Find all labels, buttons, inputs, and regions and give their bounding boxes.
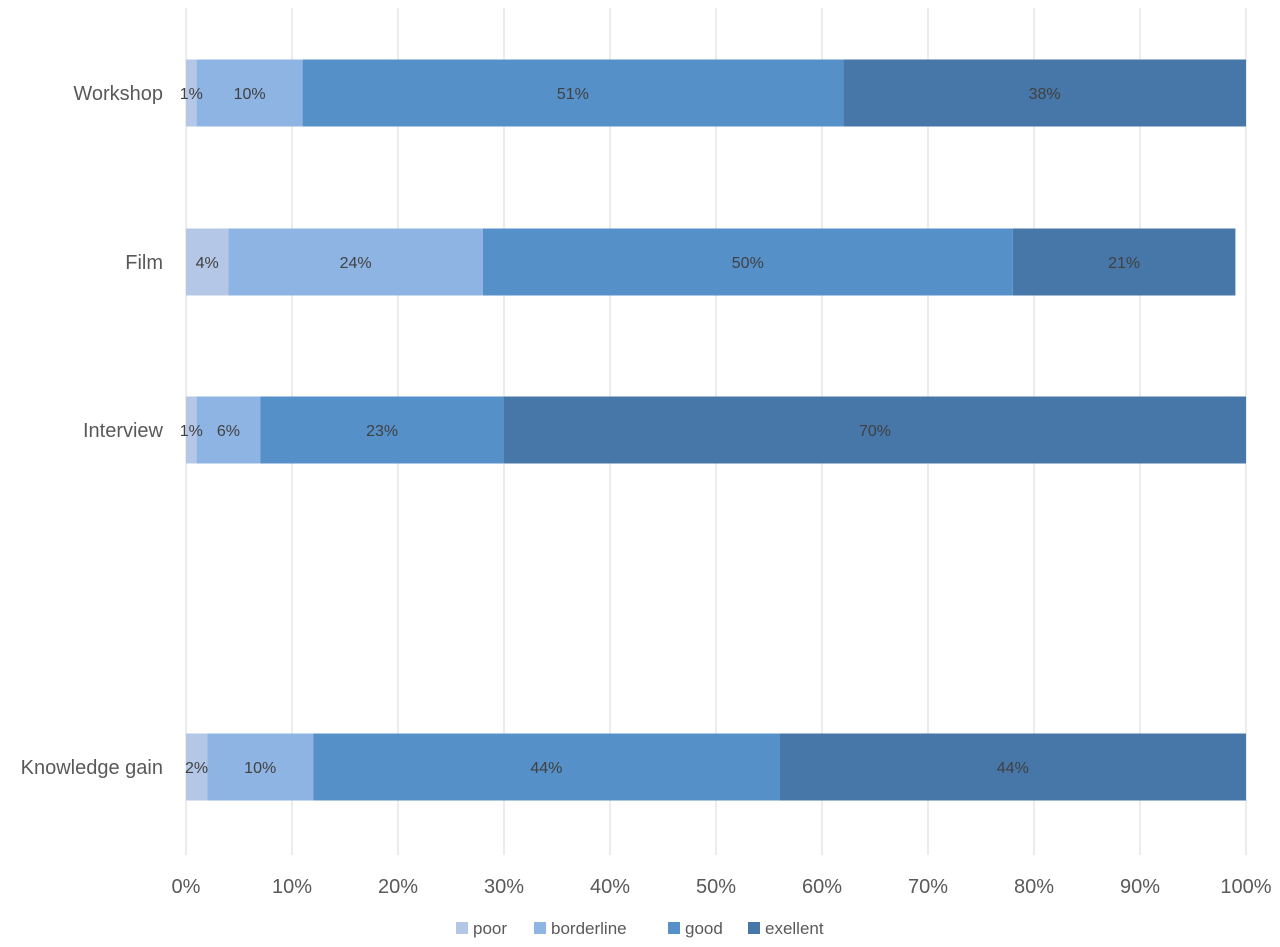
category-labels: Workshop Film Interview Knowledge gain xyxy=(21,83,164,779)
data-label: 70% xyxy=(859,423,891,440)
x-tick-label: 20% xyxy=(378,876,418,898)
data-label: 44% xyxy=(530,760,562,777)
data-label: 24% xyxy=(340,255,372,272)
data-label: 10% xyxy=(234,86,266,103)
legend-label: poor xyxy=(473,919,507,938)
x-tick-label: 30% xyxy=(484,876,524,898)
bar-segment-poor xyxy=(186,396,197,464)
bar-segment-borderline xyxy=(207,733,314,801)
bar-segment-borderline xyxy=(196,59,303,127)
legend-label: good xyxy=(685,919,723,938)
bar-segment-exellent xyxy=(843,59,1246,127)
x-tick-label: 60% xyxy=(802,876,842,898)
data-labels: 1% 10% 51% 38% 4% 24% 50% 21% 1% 6% 23% 70% 2% 10% 44%… xyxy=(180,86,1140,777)
data-label: 21% xyxy=(1108,255,1140,272)
legend-swatch xyxy=(456,922,468,934)
data-label: 2% xyxy=(185,760,208,777)
legend-label: exellent xyxy=(765,919,824,938)
category-label: Workshop xyxy=(73,83,163,105)
data-label: 1% xyxy=(180,86,203,103)
x-tick-label: 100% xyxy=(1220,876,1271,898)
x-tick-label: 40% xyxy=(590,876,630,898)
data-label: 51% xyxy=(557,86,589,103)
data-label: 44% xyxy=(997,760,1029,777)
x-tick-label: 50% xyxy=(696,876,736,898)
x-tick-label: 70% xyxy=(908,876,948,898)
bar-segment-borderline xyxy=(196,396,261,464)
category-label: Interview xyxy=(83,420,164,442)
category-label: Film xyxy=(125,252,163,274)
data-label: 6% xyxy=(217,423,240,440)
legend-swatch xyxy=(668,922,680,934)
legend-swatch xyxy=(534,922,546,934)
data-label: 10% xyxy=(244,760,276,777)
bar-segment-poor xyxy=(186,733,208,801)
bar-segment-good xyxy=(482,228,1013,296)
data-label: 23% xyxy=(366,423,398,440)
legend-label: borderline xyxy=(551,919,627,938)
legend: poor borderline good exellent xyxy=(456,919,824,938)
data-label: 1% xyxy=(180,423,203,440)
x-tick-label: 90% xyxy=(1120,876,1160,898)
data-label: 4% xyxy=(196,255,219,272)
x-axis-tick-labels: 0% 10% 20% 30% 40% 50% 60% 70% 80% 90% 100% xyxy=(172,876,1272,898)
category-label: Knowledge gain xyxy=(21,757,163,779)
bar-segment-poor xyxy=(186,59,197,127)
bar-segment-good xyxy=(313,733,780,801)
bars xyxy=(186,59,1246,801)
bar-segment-borderline xyxy=(228,228,483,296)
data-label: 38% xyxy=(1029,86,1061,103)
bar-segment-exellent xyxy=(1012,228,1236,296)
bar-segment-good xyxy=(260,396,504,464)
bar-segment-exellent xyxy=(779,733,1246,801)
bar-segment-exellent xyxy=(504,396,1246,464)
bar-segment-good xyxy=(302,59,844,127)
x-tick-label: 80% xyxy=(1014,876,1054,898)
bar-segment-poor xyxy=(186,228,229,296)
x-tick-label: 0% xyxy=(172,876,201,898)
x-tick-label: 10% xyxy=(272,876,312,898)
data-label: 50% xyxy=(732,255,764,272)
legend-swatch xyxy=(748,922,760,934)
